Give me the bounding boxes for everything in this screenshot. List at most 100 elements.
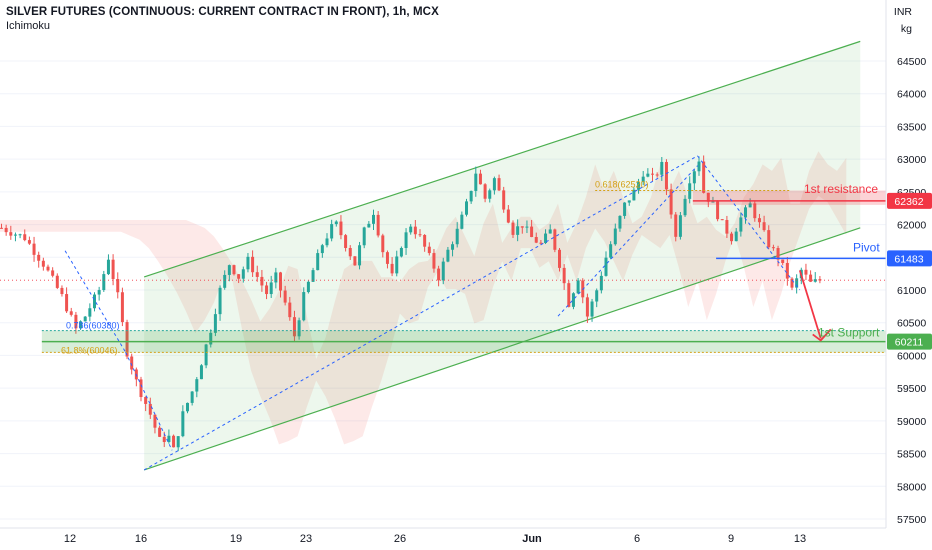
time-tick-label[interactable]: Jun <box>522 533 542 545</box>
candle-body <box>306 281 310 293</box>
candle-body <box>353 256 357 266</box>
price-tick-label[interactable]: 63500 <box>897 121 926 133</box>
time-tick-label[interactable]: 12 <box>64 533 76 545</box>
candle-body <box>46 266 50 271</box>
candle-body <box>381 235 385 253</box>
candle-body <box>465 201 468 215</box>
candle-body <box>320 245 324 254</box>
candle-body <box>613 228 617 245</box>
candle-body <box>274 272 278 283</box>
candle-body <box>623 202 627 216</box>
price-tick-label[interactable]: 60000 <box>897 350 926 362</box>
candle-body <box>478 173 482 185</box>
candle-body <box>632 189 636 201</box>
candle-body <box>218 287 222 315</box>
symbol-title[interactable]: SILVER FUTURES (CONTINUOUS: CURRENT CONT… <box>6 6 439 18</box>
candle-body <box>483 184 487 199</box>
time-tick-label[interactable]: 19 <box>230 533 242 545</box>
resistance-tag-label[interactable]: 62362 <box>894 196 923 208</box>
candle-body <box>809 274 813 282</box>
candle-body <box>195 379 199 392</box>
candle-body <box>65 294 69 312</box>
candle-body <box>441 261 445 281</box>
price-tick-label[interactable]: 60500 <box>897 318 926 330</box>
pivot-tag-label[interactable]: 61483 <box>894 253 923 265</box>
price-tick-label[interactable]: 61000 <box>897 285 926 297</box>
candle-body <box>641 176 645 183</box>
channel-lower-line <box>143 227 861 471</box>
price-tick-label[interactable]: 64500 <box>897 56 926 68</box>
candle-body <box>358 245 362 266</box>
candle-body <box>251 256 255 273</box>
candle-body <box>167 435 171 443</box>
candle-body <box>404 232 408 248</box>
candle-body <box>395 256 399 274</box>
candle-body <box>292 317 296 337</box>
candle-body <box>446 249 450 262</box>
indicator-label[interactable]: Ichimoku <box>6 20 51 32</box>
candle-body <box>139 379 143 398</box>
currency-label: INR <box>893 6 912 18</box>
candle-body <box>344 235 348 249</box>
candle-body <box>813 279 817 282</box>
candle-body <box>41 260 45 267</box>
candle-body <box>232 265 236 275</box>
price-tick-label[interactable]: 64000 <box>897 89 926 101</box>
candle-body <box>172 435 176 448</box>
price-tick-label[interactable]: 59500 <box>897 383 926 395</box>
price-tick-label[interactable]: 59000 <box>897 416 926 428</box>
candle-body <box>144 397 148 404</box>
time-tick-label[interactable]: 9 <box>728 533 734 545</box>
price-tick-label[interactable]: 58500 <box>897 449 926 461</box>
candle-body <box>60 287 64 295</box>
candle-body <box>488 190 492 199</box>
support-label[interactable]: 1st Support <box>818 326 880 340</box>
candle-body <box>818 279 822 281</box>
candle-body <box>37 254 41 261</box>
unit-label: kg <box>900 23 912 35</box>
price-tick-label[interactable]: 62000 <box>897 220 926 232</box>
candle-body <box>209 332 213 345</box>
resistance-label[interactable]: 1st resistance <box>804 182 878 196</box>
fib-786-label[interactable]: 0.786(60380) <box>66 321 120 331</box>
time-tick-label[interactable]: 23 <box>300 533 312 545</box>
candle-body <box>93 294 96 309</box>
candle-body <box>13 234 17 236</box>
ichimoku-cloud-group <box>0 151 847 445</box>
fib-618-label[interactable]: 61.8%(60046) <box>61 345 118 355</box>
candle-body <box>748 203 752 208</box>
candle-body <box>716 201 720 220</box>
price-tick-label[interactable]: 57500 <box>897 514 926 526</box>
candle-body <box>97 290 101 295</box>
resistance-tag <box>887 192 932 209</box>
price-axis-background <box>886 0 932 550</box>
price-tick-label[interactable]: 63000 <box>897 154 926 166</box>
time-tick-label[interactable]: 26 <box>394 533 406 545</box>
candle-body <box>83 316 87 322</box>
candle-body <box>55 275 59 288</box>
time-tick-label[interactable]: 13 <box>794 533 806 545</box>
candle-body <box>181 411 185 437</box>
candle-body <box>32 243 36 255</box>
grid-group <box>0 60 886 520</box>
support-tag-label[interactable]: 60211 <box>895 337 924 349</box>
fib-upper-label[interactable]: 0.618(62520) <box>595 180 649 190</box>
time-tick-label[interactable]: 6 <box>634 533 640 545</box>
candle-body <box>51 270 55 276</box>
candle-body <box>311 270 315 282</box>
candles-group <box>0 155 822 452</box>
candle-body <box>571 293 575 307</box>
candle-body <box>520 226 524 228</box>
candle-body <box>269 282 273 295</box>
candle-body <box>534 237 538 243</box>
candle-body <box>688 183 692 199</box>
channel-upper-line <box>143 40 861 278</box>
time-tick-label[interactable]: 16 <box>135 533 147 545</box>
price-tick-label[interactable]: 58000 <box>897 481 926 493</box>
candle-body <box>790 278 794 288</box>
pivot-label[interactable]: Pivot <box>853 240 880 254</box>
candle-body <box>757 218 761 223</box>
candle-body <box>367 223 371 228</box>
